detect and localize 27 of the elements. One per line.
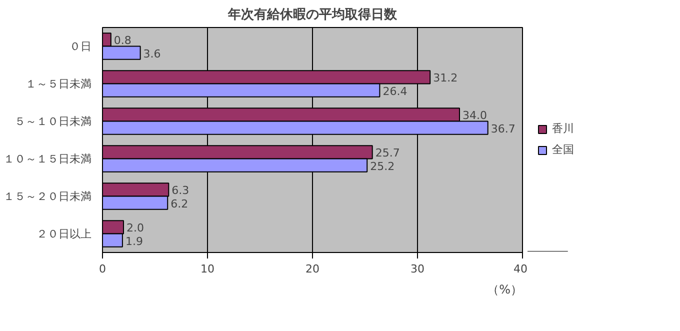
x-tick-label: 40 xyxy=(514,262,528,276)
y-tick-label: ２０日以上 xyxy=(36,227,92,240)
x-tick-label: 10 xyxy=(200,262,214,276)
x-tick-label: 20 xyxy=(306,262,320,276)
data-label: 2.0 xyxy=(126,222,144,235)
x-tick-label: 30 xyxy=(410,262,424,276)
y-tick-label: ０日 xyxy=(70,40,92,53)
data-label: 6.3 xyxy=(172,184,190,198)
y-tick-label: １～５日未満 xyxy=(26,77,92,90)
y-tick-label: １５～２０日未満 xyxy=(4,190,92,203)
text: （%） xyxy=(487,282,523,296)
data-label: 3.6 xyxy=(143,47,161,60)
data-label: 0.8 xyxy=(114,34,132,48)
data-label: 1.9 xyxy=(125,234,143,248)
y-tick-label: ５～１０日未満 xyxy=(14,114,92,128)
legend-label: 全国 xyxy=(552,142,574,157)
data-label: 6.2 xyxy=(170,197,188,210)
data-label: 25.2 xyxy=(370,160,395,173)
data-label: 31.2 xyxy=(433,72,458,85)
chart-title: 年次有給休暇の平均取得日数 xyxy=(227,8,398,22)
legend-label: 香川 xyxy=(552,121,574,136)
data-label: 26.4 xyxy=(382,84,408,98)
y-tick-label: １０～１５日未満 xyxy=(4,152,92,166)
data-label: 34.0 xyxy=(462,109,487,122)
data-label: 36.7 xyxy=(490,122,516,136)
data-label: 25.7 xyxy=(375,146,400,160)
x-tick-label: 0 xyxy=(99,262,106,276)
